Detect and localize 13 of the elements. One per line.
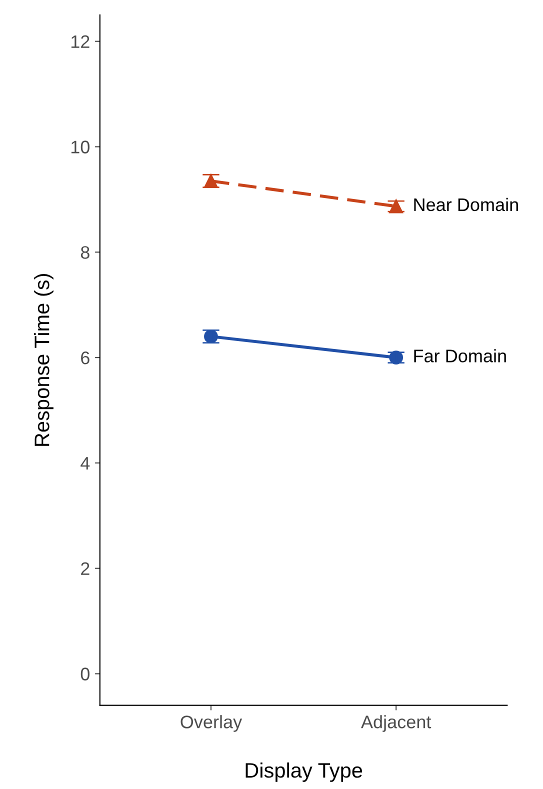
y-tick-label: 10 bbox=[71, 140, 90, 154]
x-tick-label: Overlay bbox=[180, 715, 242, 732]
series-label: Far Domain bbox=[414, 349, 506, 362]
y-tick-label: 0 bbox=[80, 668, 90, 680]
series-label: Near Domain bbox=[414, 198, 518, 212]
y-tick-label: 12 bbox=[71, 35, 90, 48]
y-tick-label: 6 bbox=[81, 351, 90, 364]
y-tick-label: 4 bbox=[80, 457, 90, 470]
x-tick-label: Adjacent bbox=[361, 715, 432, 732]
y-tick-label: 8 bbox=[80, 246, 90, 259]
y-axis-title: Response Time (s) bbox=[34, 274, 54, 446]
y-tick-label: 2 bbox=[81, 562, 90, 575]
x-axis-title: Display Type bbox=[246, 762, 362, 782]
